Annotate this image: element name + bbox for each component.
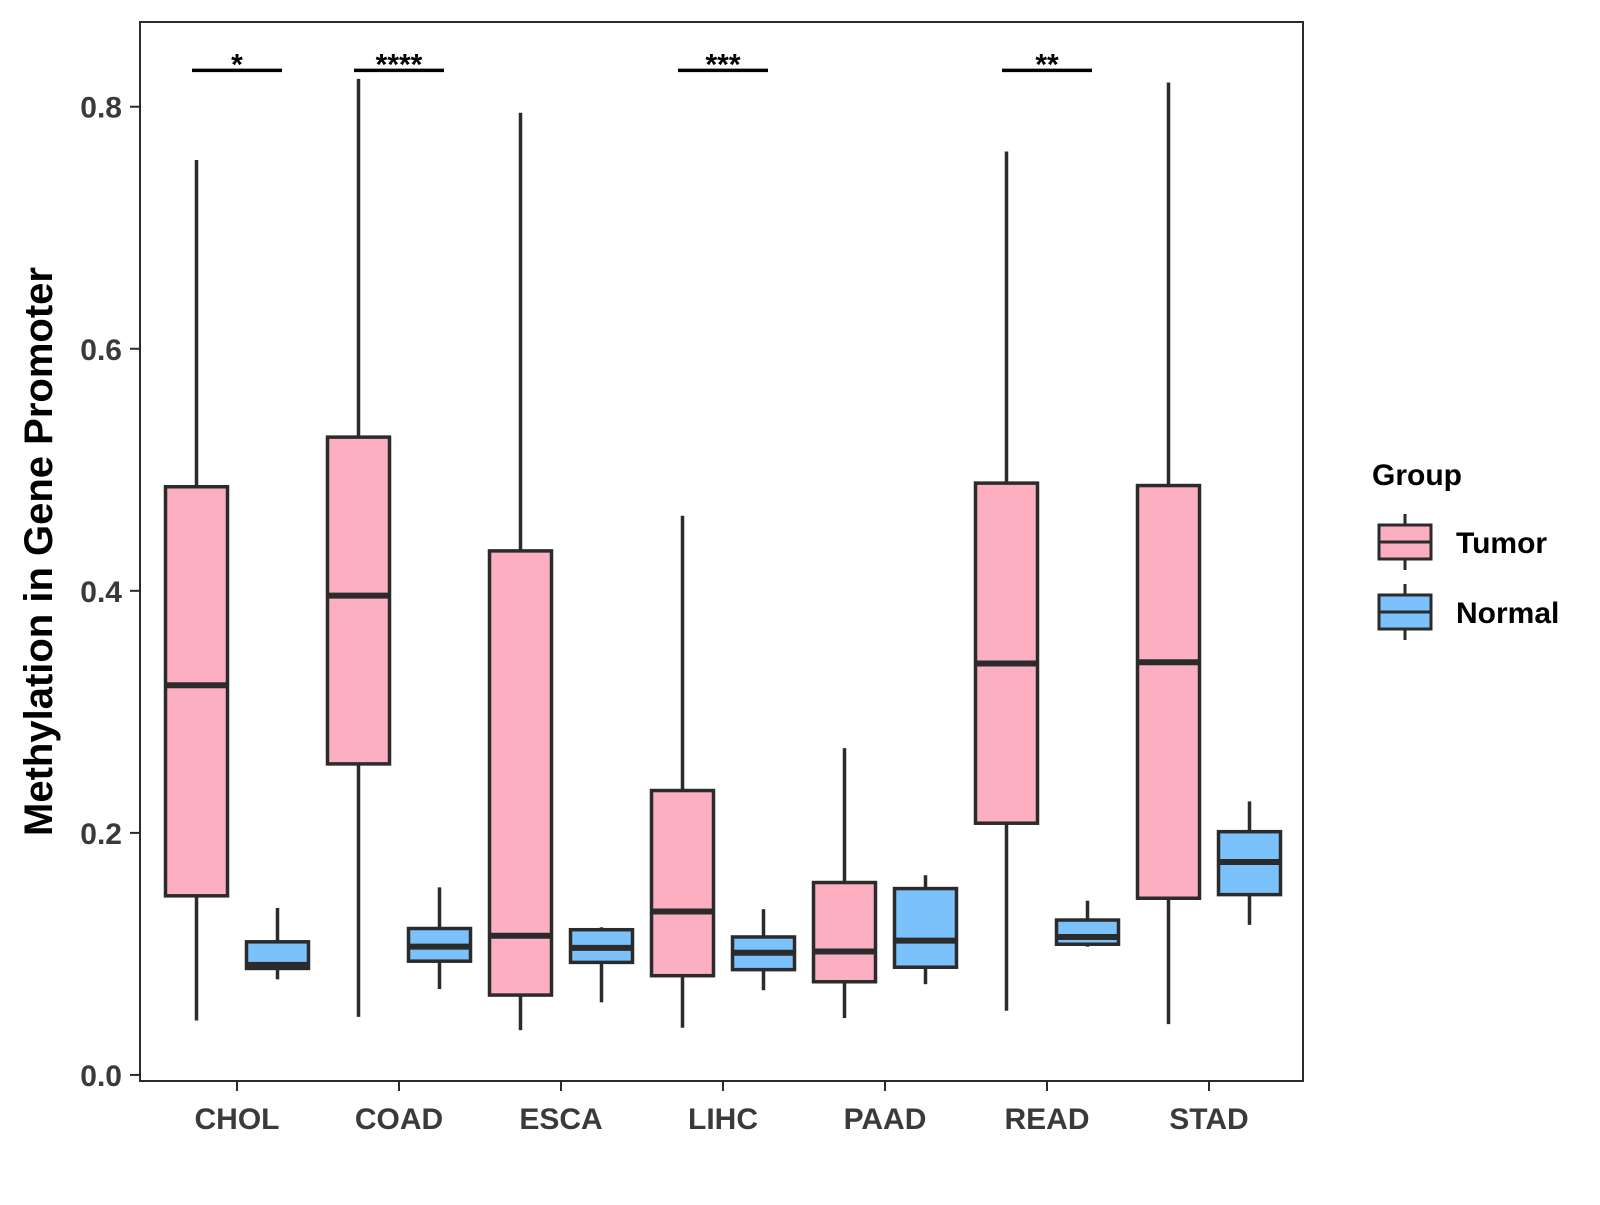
box-tumor-paad <box>811 748 878 1019</box>
box-normal-read <box>1054 900 1121 947</box>
y-tick-label: 0.2 <box>80 818 122 851</box>
box-tumor-read <box>973 151 1040 1011</box>
box-tumor-stad <box>1135 82 1202 1025</box>
box-normal-paad <box>892 875 959 985</box>
x-tick-label: READ <box>1004 1103 1089 1136</box>
significance-label: *** <box>705 48 740 81</box>
box-iqr <box>487 549 554 997</box>
significance-read: ** <box>1002 48 1092 81</box>
box-tumor-esca <box>487 112 554 1031</box>
x-tick-label: CHOL <box>195 1103 280 1136</box>
box-iqr <box>325 435 392 766</box>
x-tick-label: LIHC <box>688 1103 758 1136</box>
y-tick-label: 0.8 <box>80 92 122 125</box>
panel-border <box>139 21 1304 1082</box>
legend-title: Group <box>1372 459 1462 492</box>
box-tumor-chol <box>163 159 230 1021</box>
y-tick-label: 0.6 <box>80 334 122 367</box>
legend: Group Tumor Normal <box>1372 459 1559 640</box>
x-tick-label: PAAD <box>844 1103 927 1136</box>
box-iqr <box>163 484 230 898</box>
box-iqr <box>811 880 878 984</box>
significance-label: **** <box>376 48 423 81</box>
legend-item-tumor: Tumor <box>1377 514 1547 570</box>
box-tumor-lihc <box>649 515 716 1028</box>
significance-lihc: *** <box>678 48 768 81</box>
box-normal-esca <box>568 927 635 1003</box>
x-tick-label: STAD <box>1169 1103 1248 1136</box>
box-iqr <box>973 481 1040 825</box>
box-normal-coad <box>406 887 473 990</box>
x-tick-label: ESCA <box>519 1103 602 1136</box>
significance-coad: **** <box>354 48 444 81</box>
x-tick-label: COAD <box>355 1103 443 1136</box>
legend-label: Tumor <box>1456 527 1547 560</box>
legend-item-normal: Normal <box>1377 584 1559 640</box>
significance-label: * <box>231 48 243 81</box>
significance-label: ** <box>1035 48 1059 81</box>
box-normal-lihc <box>730 909 797 991</box>
legend-label: Normal <box>1456 597 1559 630</box>
box-iqr <box>1054 918 1121 946</box>
box-normal-chol <box>244 907 311 980</box>
plot-area: * **** *** ** <box>163 48 1283 1031</box>
box-tumor-coad <box>325 78 392 1017</box>
box-iqr <box>649 788 716 978</box>
box-iqr <box>1135 483 1202 900</box>
axes: 0.0 0.2 0.4 0.6 0.8 CHOL COAD ESCA LIHC PAAD READ S… <box>17 21 1304 1136</box>
significance-chol: * <box>192 48 282 81</box>
y-axis-title: Methylation in Gene Promoter <box>17 267 61 836</box>
y-tick-label: 0.4 <box>80 576 122 609</box>
box-normal-stad <box>1216 801 1283 925</box>
box-iqr <box>892 886 959 969</box>
y-tick-label: 0.0 <box>80 1060 122 1093</box>
